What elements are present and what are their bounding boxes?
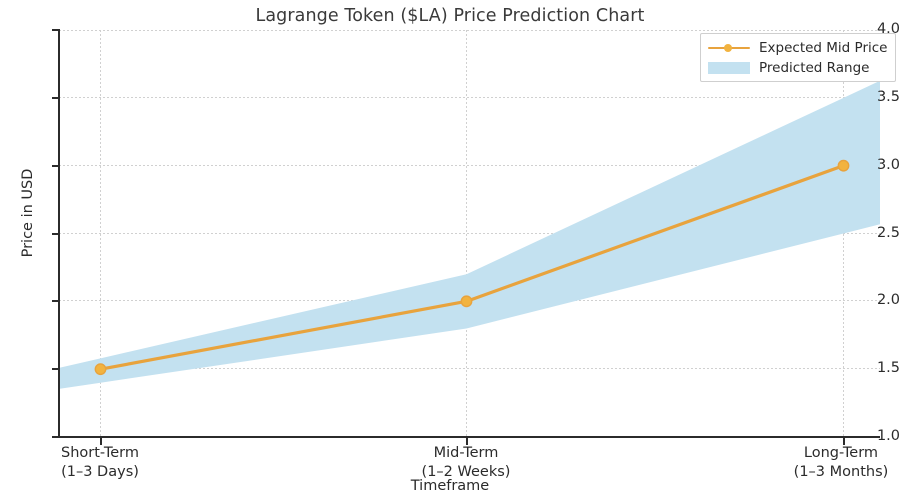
legend-item-expected-mid-price[interactable]: Expected Mid Price [708,39,887,56]
y-axis-spine [58,29,60,438]
x-tick-label-mid-term: Mid-Term (1–2 Weeks) [356,444,576,482]
legend-item-predicted-range[interactable]: Predicted Range [708,59,887,76]
y-tick-label-3-0: 3.0 [876,157,900,173]
plot-svg [59,30,880,437]
y-tick-label-2-0: 2.0 [876,292,900,308]
y-tick-label-1-5: 1.5 [876,360,900,376]
predicted-range-band [59,80,880,389]
y-tick-label-3-5: 3.5 [876,89,900,105]
x-tick-mark [466,438,468,445]
data-point-long-term [837,159,850,172]
x-tick-label-short-term: Short-Term (1–3 Days) [0,444,210,482]
legend-label-predicted-range: Predicted Range [759,59,870,76]
y-tick-mark [52,436,59,438]
plot-area [59,30,880,437]
y-tick-mark [52,368,59,370]
y-tick-label-1-0: 1.0 [876,428,900,444]
data-point-short-term [94,363,107,376]
x-tick-label-line2: (1–3 Days) [61,464,139,480]
x-tick-label-line2: (1–2 Weeks) [421,464,511,480]
x-tick-label-line2: (1–3 Months) [793,464,889,480]
y-tick-mark [52,233,59,235]
legend-line-marker-icon [708,41,750,55]
y-tick-mark [52,300,59,302]
x-tick-mark [843,438,845,445]
chart-legend: Expected Mid Price Predicted Range [700,33,897,82]
y-tick-mark [52,29,59,31]
expected-mid-price-line [94,159,850,376]
legend-label-expected-mid-price: Expected Mid Price [759,39,888,56]
x-axis-spine [58,436,880,438]
x-tick-label-long-term: Long-Term (1–3 Months) [731,444,900,482]
y-tick-mark [52,97,59,99]
y-tick-label-2-5: 2.5 [876,225,900,241]
chart-title: Lagrange Token ($LA) Price Prediction Ch… [255,6,645,26]
x-tick-mark [100,438,102,445]
y-tick-mark [52,165,59,167]
x-tick-label-line1: Long-Term [803,445,879,461]
legend-band-patch-icon [708,61,750,75]
y-axis-label: Price in USD [20,168,36,258]
x-axis-label: Timeframe [410,478,490,494]
data-point-mid-term [460,295,473,308]
x-tick-label-line1: Mid-Term [433,445,499,461]
x-tick-label-line1: Short-Term [61,445,139,461]
